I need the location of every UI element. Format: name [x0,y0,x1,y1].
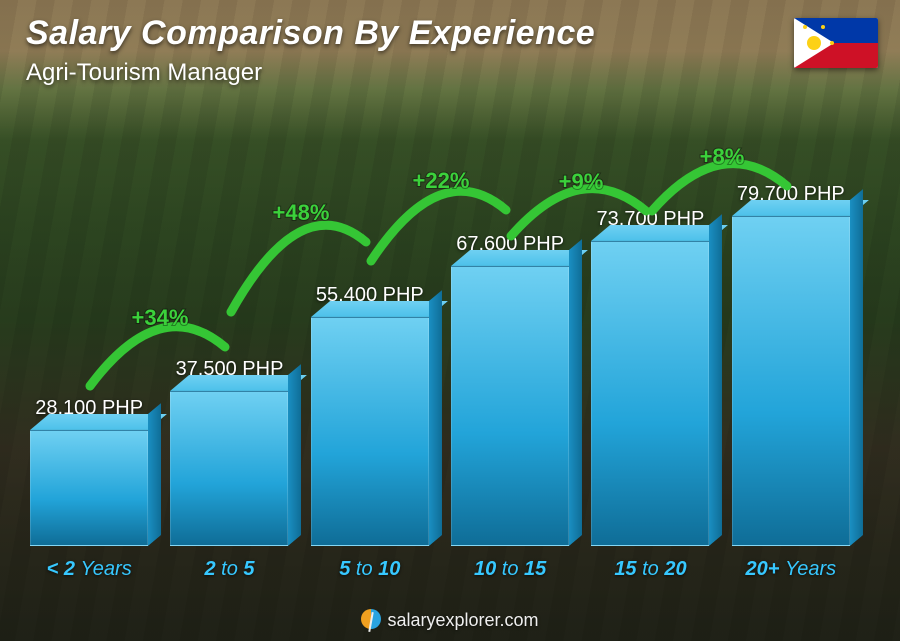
page-title: Salary Comparison By Experience [26,14,874,53]
increase-pct: +8% [699,144,744,169]
x-axis-label: 2 to 5 [204,558,254,581]
bar [311,317,429,546]
x-axis-label: 20+ Years [745,558,836,581]
chart-column: +34%37,500 PHP2 to 5 [170,358,288,581]
bar [591,241,709,546]
chart-column: +8%79,700 PHP20+ Years [732,183,850,581]
increase-pct: +22% [413,168,470,193]
x-axis-label: 5 to 10 [339,558,400,581]
footer: salaryexplorer.com [0,609,900,631]
logo-icon [361,609,381,629]
bar [451,266,569,546]
header: Salary Comparison By Experience Agri-Tou… [26,14,874,87]
chart-column: +48%55,400 PHP5 to 10 [311,284,429,581]
chart-column: +9%73,700 PHP15 to 20 [591,208,709,581]
x-axis-label: < 2 Years [47,558,132,581]
increase-pct: +34% [132,305,189,330]
bar [732,216,850,546]
x-axis-label: 10 to 15 [474,558,546,581]
flag-icon [794,18,878,68]
bar-chart: 28,100 PHP< 2 Years+34%37,500 PHP2 to 5+… [30,111,850,581]
increase-pct: +9% [559,169,604,194]
page-subtitle: Agri-Tourism Manager [26,59,874,87]
infographic-canvas: Salary Comparison By Experience Agri-Tou… [0,0,900,641]
footer-text: salaryexplorer.com [387,610,538,630]
chart-column: 28,100 PHP< 2 Years [30,397,148,581]
x-axis-label: 15 to 20 [614,558,686,581]
bar [170,391,288,546]
bar [30,430,148,546]
increase-pct: +48% [272,200,329,225]
chart-column: +22%67,600 PHP10 to 15 [451,233,569,581]
